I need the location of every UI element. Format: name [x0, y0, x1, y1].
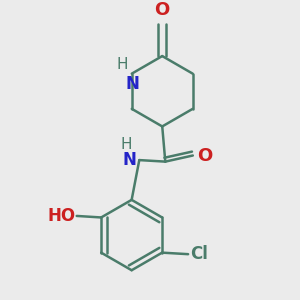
Text: H: H [116, 57, 128, 72]
Text: O: O [154, 1, 170, 19]
Text: O: O [197, 146, 213, 164]
Text: N: N [126, 75, 140, 93]
Text: N: N [122, 151, 136, 169]
Text: Cl: Cl [190, 245, 208, 263]
Text: H: H [121, 137, 132, 152]
Text: HO: HO [47, 207, 75, 225]
